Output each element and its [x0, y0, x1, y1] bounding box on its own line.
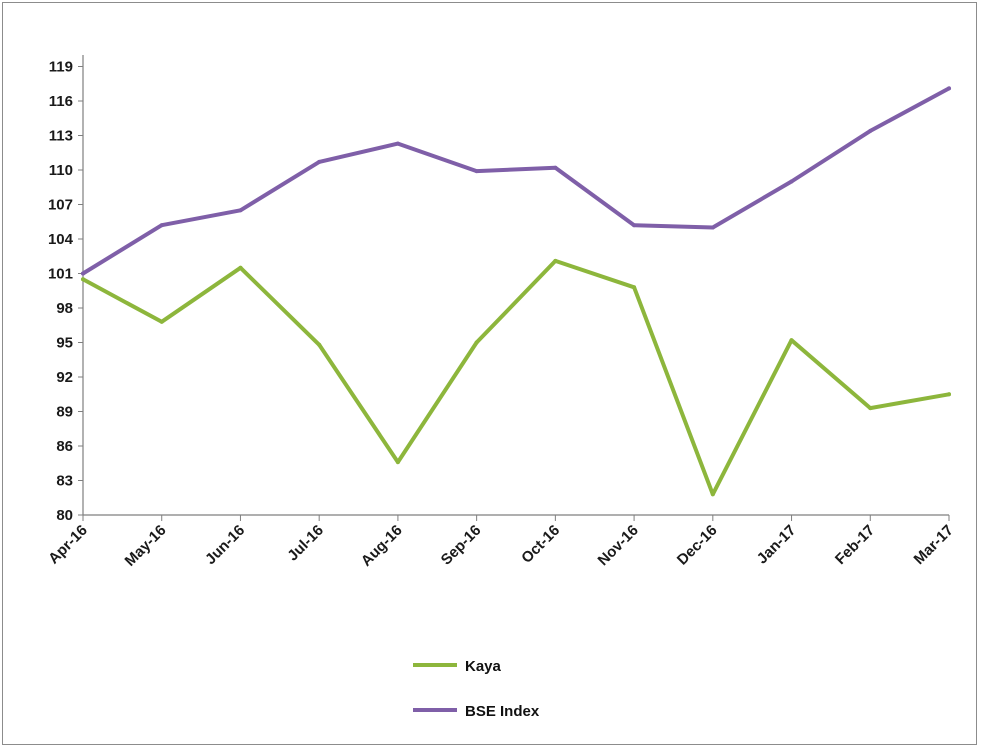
legend: Kaya BSE Index — [413, 658, 540, 720]
series-layer — [81, 86, 951, 497]
legend-item-kaya: Kaya — [413, 658, 502, 675]
x-tick-label: Sep-16 — [438, 522, 485, 569]
x-tick-label: May-16 — [122, 522, 170, 570]
data-point-bse-index — [868, 128, 873, 133]
data-point-kaya — [947, 392, 951, 397]
data-point-bse-index — [632, 223, 637, 228]
data-point-bse-index — [81, 271, 85, 276]
data-point-kaya — [553, 258, 558, 263]
data-point-kaya — [474, 340, 479, 345]
data-point-bse-index — [159, 223, 164, 228]
data-point-kaya — [317, 342, 322, 347]
y-axis: 80 83 86 89 92 95 98 101 104 107 110 113 116 119 — [48, 55, 84, 524]
data-point-kaya — [632, 285, 637, 290]
y-tick-label: 83 — [56, 473, 73, 490]
y-tick-label: 104 — [48, 231, 74, 248]
x-tick-label: Nov-16 — [595, 522, 642, 569]
x-tick-label: Oct-16 — [518, 522, 563, 567]
y-tick-label: 107 — [48, 197, 73, 214]
data-point-bse-index — [238, 208, 243, 213]
y-tick-label: 98 — [56, 300, 73, 317]
x-tick-label: Apr-16 — [45, 522, 91, 568]
y-tick-label: 119 — [49, 59, 73, 76]
legend-item-bse-index: BSE Index — [413, 703, 540, 720]
data-point-bse-index — [710, 225, 715, 230]
y-tick-label: 95 — [56, 335, 73, 352]
y-tick-label: 116 — [49, 93, 73, 110]
legend-label: Kaya — [465, 658, 502, 675]
x-tick-label: Dec-16 — [674, 522, 721, 569]
line-chart: 80 83 86 89 92 95 98 101 104 107 110 113 116 119 Apr-… — [45, 55, 957, 720]
x-tick-label: Feb-17 — [832, 522, 878, 568]
x-tick-label: Jan-17 — [754, 522, 800, 568]
data-point-kaya — [710, 492, 715, 497]
data-point-bse-index — [474, 169, 479, 174]
x-tick-label: Jun-16 — [202, 522, 248, 568]
data-point-kaya — [395, 460, 400, 465]
series-line-kaya — [81, 258, 951, 497]
y-tick-label: 92 — [56, 369, 73, 386]
data-point-bse-index — [317, 159, 322, 164]
data-point-bse-index — [553, 165, 558, 170]
y-tick-label: 110 — [49, 162, 73, 179]
x-axis: Apr-16 May-16 Jun-16 Jul-16 Aug-16 Sep-16 Oct-… — [45, 514, 957, 570]
y-tick-label: 89 — [56, 404, 73, 421]
series-line-bse-index — [81, 86, 951, 276]
data-point-bse-index — [947, 86, 951, 91]
y-tick-label: 80 — [56, 507, 73, 524]
y-tick-label: 101 — [48, 266, 73, 283]
data-point-kaya — [868, 406, 873, 411]
x-tick-label: Aug-16 — [358, 522, 406, 570]
data-point-bse-index — [789, 179, 794, 184]
data-point-kaya — [789, 338, 794, 343]
x-tick-label: Mar-17 — [911, 522, 957, 568]
legend-label: BSE Index — [465, 703, 540, 720]
y-tick-label: 86 — [56, 438, 73, 455]
data-point-kaya — [238, 265, 243, 270]
data-point-kaya — [81, 277, 85, 282]
data-point-bse-index — [395, 141, 400, 146]
data-point-kaya — [159, 319, 164, 324]
y-tick-label: 113 — [49, 128, 73, 145]
x-tick-label: Jul-16 — [284, 522, 327, 565]
